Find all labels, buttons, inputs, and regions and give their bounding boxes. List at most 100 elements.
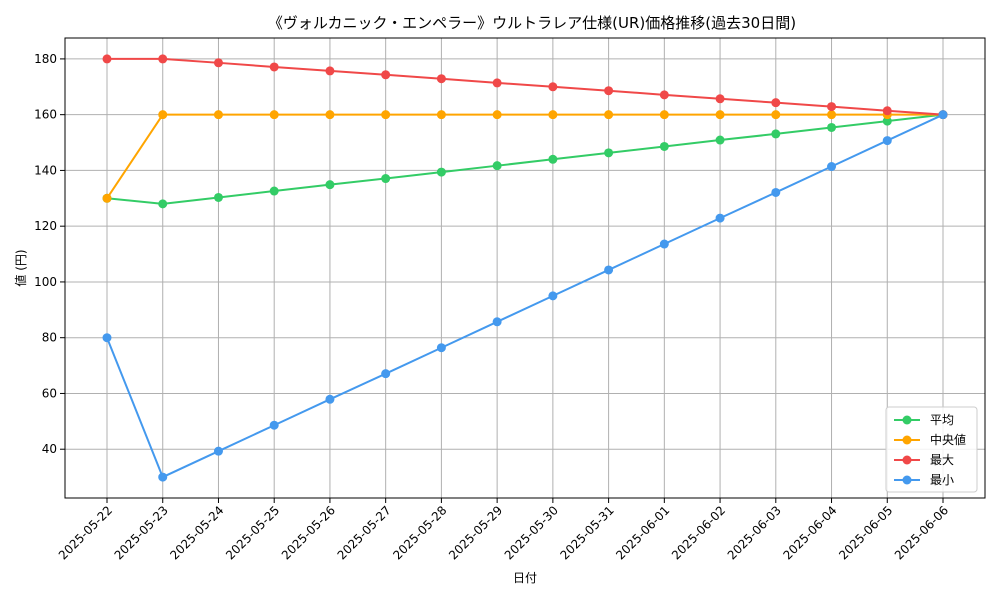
data-point: [882, 136, 892, 146]
data-point: [827, 122, 837, 132]
series-group: [102, 54, 948, 482]
series-line: [106, 113, 944, 205]
x-tick-label: 2025-06-01: [613, 503, 672, 562]
data-point: [715, 213, 725, 223]
y-tick-label: 100: [34, 275, 57, 289]
chart-title: 《ヴォルカニック・エンペラー》ウルトラレア仕様(UR)価格推移(過去30日間): [268, 14, 796, 32]
series-line: [107, 57, 944, 116]
data-point: [325, 180, 335, 190]
data-point: [492, 78, 502, 88]
legend-marker: [902, 435, 912, 445]
data-point: [715, 110, 725, 120]
series-1: [102, 110, 948, 209]
data-point: [158, 199, 168, 209]
data-point: [269, 420, 279, 430]
x-tick-label: 2025-05-26: [279, 503, 338, 562]
data-point: [827, 102, 837, 112]
y-tick-label: 140: [34, 163, 57, 177]
x-tick-label: 2025-05-31: [558, 503, 617, 562]
data-point: [604, 110, 614, 120]
x-tick-label: 2025-06-06: [892, 503, 951, 562]
data-point: [213, 110, 223, 120]
y-tick-label: 60: [42, 386, 57, 400]
x-tick-label: 2025-06-02: [669, 503, 728, 562]
legend-label: 最大: [930, 453, 954, 467]
data-point: [659, 90, 669, 100]
legend-box: [885, 406, 978, 493]
legend-marker: [902, 455, 912, 465]
x-tick-label: 2025-05-30: [502, 503, 561, 562]
x-tick-label: 2025-06-05: [836, 503, 895, 562]
data-point: [938, 110, 948, 120]
data-point: [381, 369, 391, 379]
data-point: [548, 82, 558, 92]
data-point: [715, 94, 725, 104]
data-point: [548, 291, 558, 301]
x-tick-label: 2025-06-03: [725, 503, 784, 562]
x-tick-label: 2025-06-04: [780, 503, 839, 562]
data-point: [604, 265, 614, 275]
data-point: [492, 110, 502, 120]
legend-label: 中央値: [930, 432, 966, 447]
series-line: [106, 113, 943, 199]
data-point: [548, 154, 558, 164]
legend-marker: [902, 415, 912, 425]
series-4: [102, 110, 948, 482]
data-point: [269, 110, 279, 120]
data-point: [492, 161, 502, 171]
legend-item: 最小: [894, 473, 954, 487]
data-point: [492, 317, 502, 327]
x-tick-label: 2025-05-28: [390, 503, 449, 562]
data-point: [827, 162, 837, 172]
data-point: [269, 186, 279, 196]
data-point: [381, 70, 391, 80]
data-point: [659, 110, 669, 120]
data-point: [381, 174, 391, 184]
data-point: [436, 343, 446, 353]
x-tick-label: 2025-05-22: [56, 503, 115, 562]
x-tick-label: 2025-05-24: [167, 503, 226, 562]
data-point: [269, 62, 279, 72]
data-point: [827, 110, 837, 120]
plot-area: [64, 37, 986, 499]
data-point: [102, 193, 112, 203]
x-tick-label: 2025-05-23: [112, 503, 171, 562]
x-axis-label: 日付: [513, 571, 537, 585]
data-point: [548, 110, 558, 120]
data-point: [882, 106, 892, 116]
legend-item: 中央値: [894, 432, 966, 447]
data-point: [771, 129, 781, 139]
y-tick-label: 160: [34, 108, 57, 122]
data-point: [213, 58, 223, 68]
data-point: [325, 110, 335, 120]
data-point: [659, 141, 669, 151]
series-line: [106, 113, 944, 479]
series-3: [102, 54, 948, 120]
y-axis-label: 値 (円): [13, 249, 28, 286]
legend-label: 平均: [930, 413, 954, 427]
data-point: [882, 116, 892, 126]
x-tick-label: 2025-05-29: [446, 503, 505, 562]
data-point: [659, 239, 669, 249]
data-point: [381, 110, 391, 120]
y-tick-label: 120: [34, 219, 57, 233]
data-point: [213, 192, 223, 202]
legend-item: 最大: [894, 453, 954, 467]
y-tick-label: 180: [34, 52, 57, 66]
x-axis: 2025-05-222025-05-232025-05-242025-05-25…: [56, 498, 951, 562]
y-axis: 40 60 80 100 120 140 160 180: [34, 52, 65, 456]
data-point: [325, 66, 335, 76]
y-tick-label: 80: [42, 331, 57, 345]
x-tick-label: 2025-05-27: [335, 503, 394, 562]
data-point: [436, 74, 446, 84]
data-point: [604, 148, 614, 158]
data-point: [771, 187, 781, 197]
y-tick-label: 40: [42, 442, 57, 456]
legend-label: 最小: [930, 473, 954, 487]
data-point: [715, 135, 725, 145]
data-point: [158, 110, 168, 120]
legend-marker: [902, 475, 912, 485]
data-point: [436, 167, 446, 177]
